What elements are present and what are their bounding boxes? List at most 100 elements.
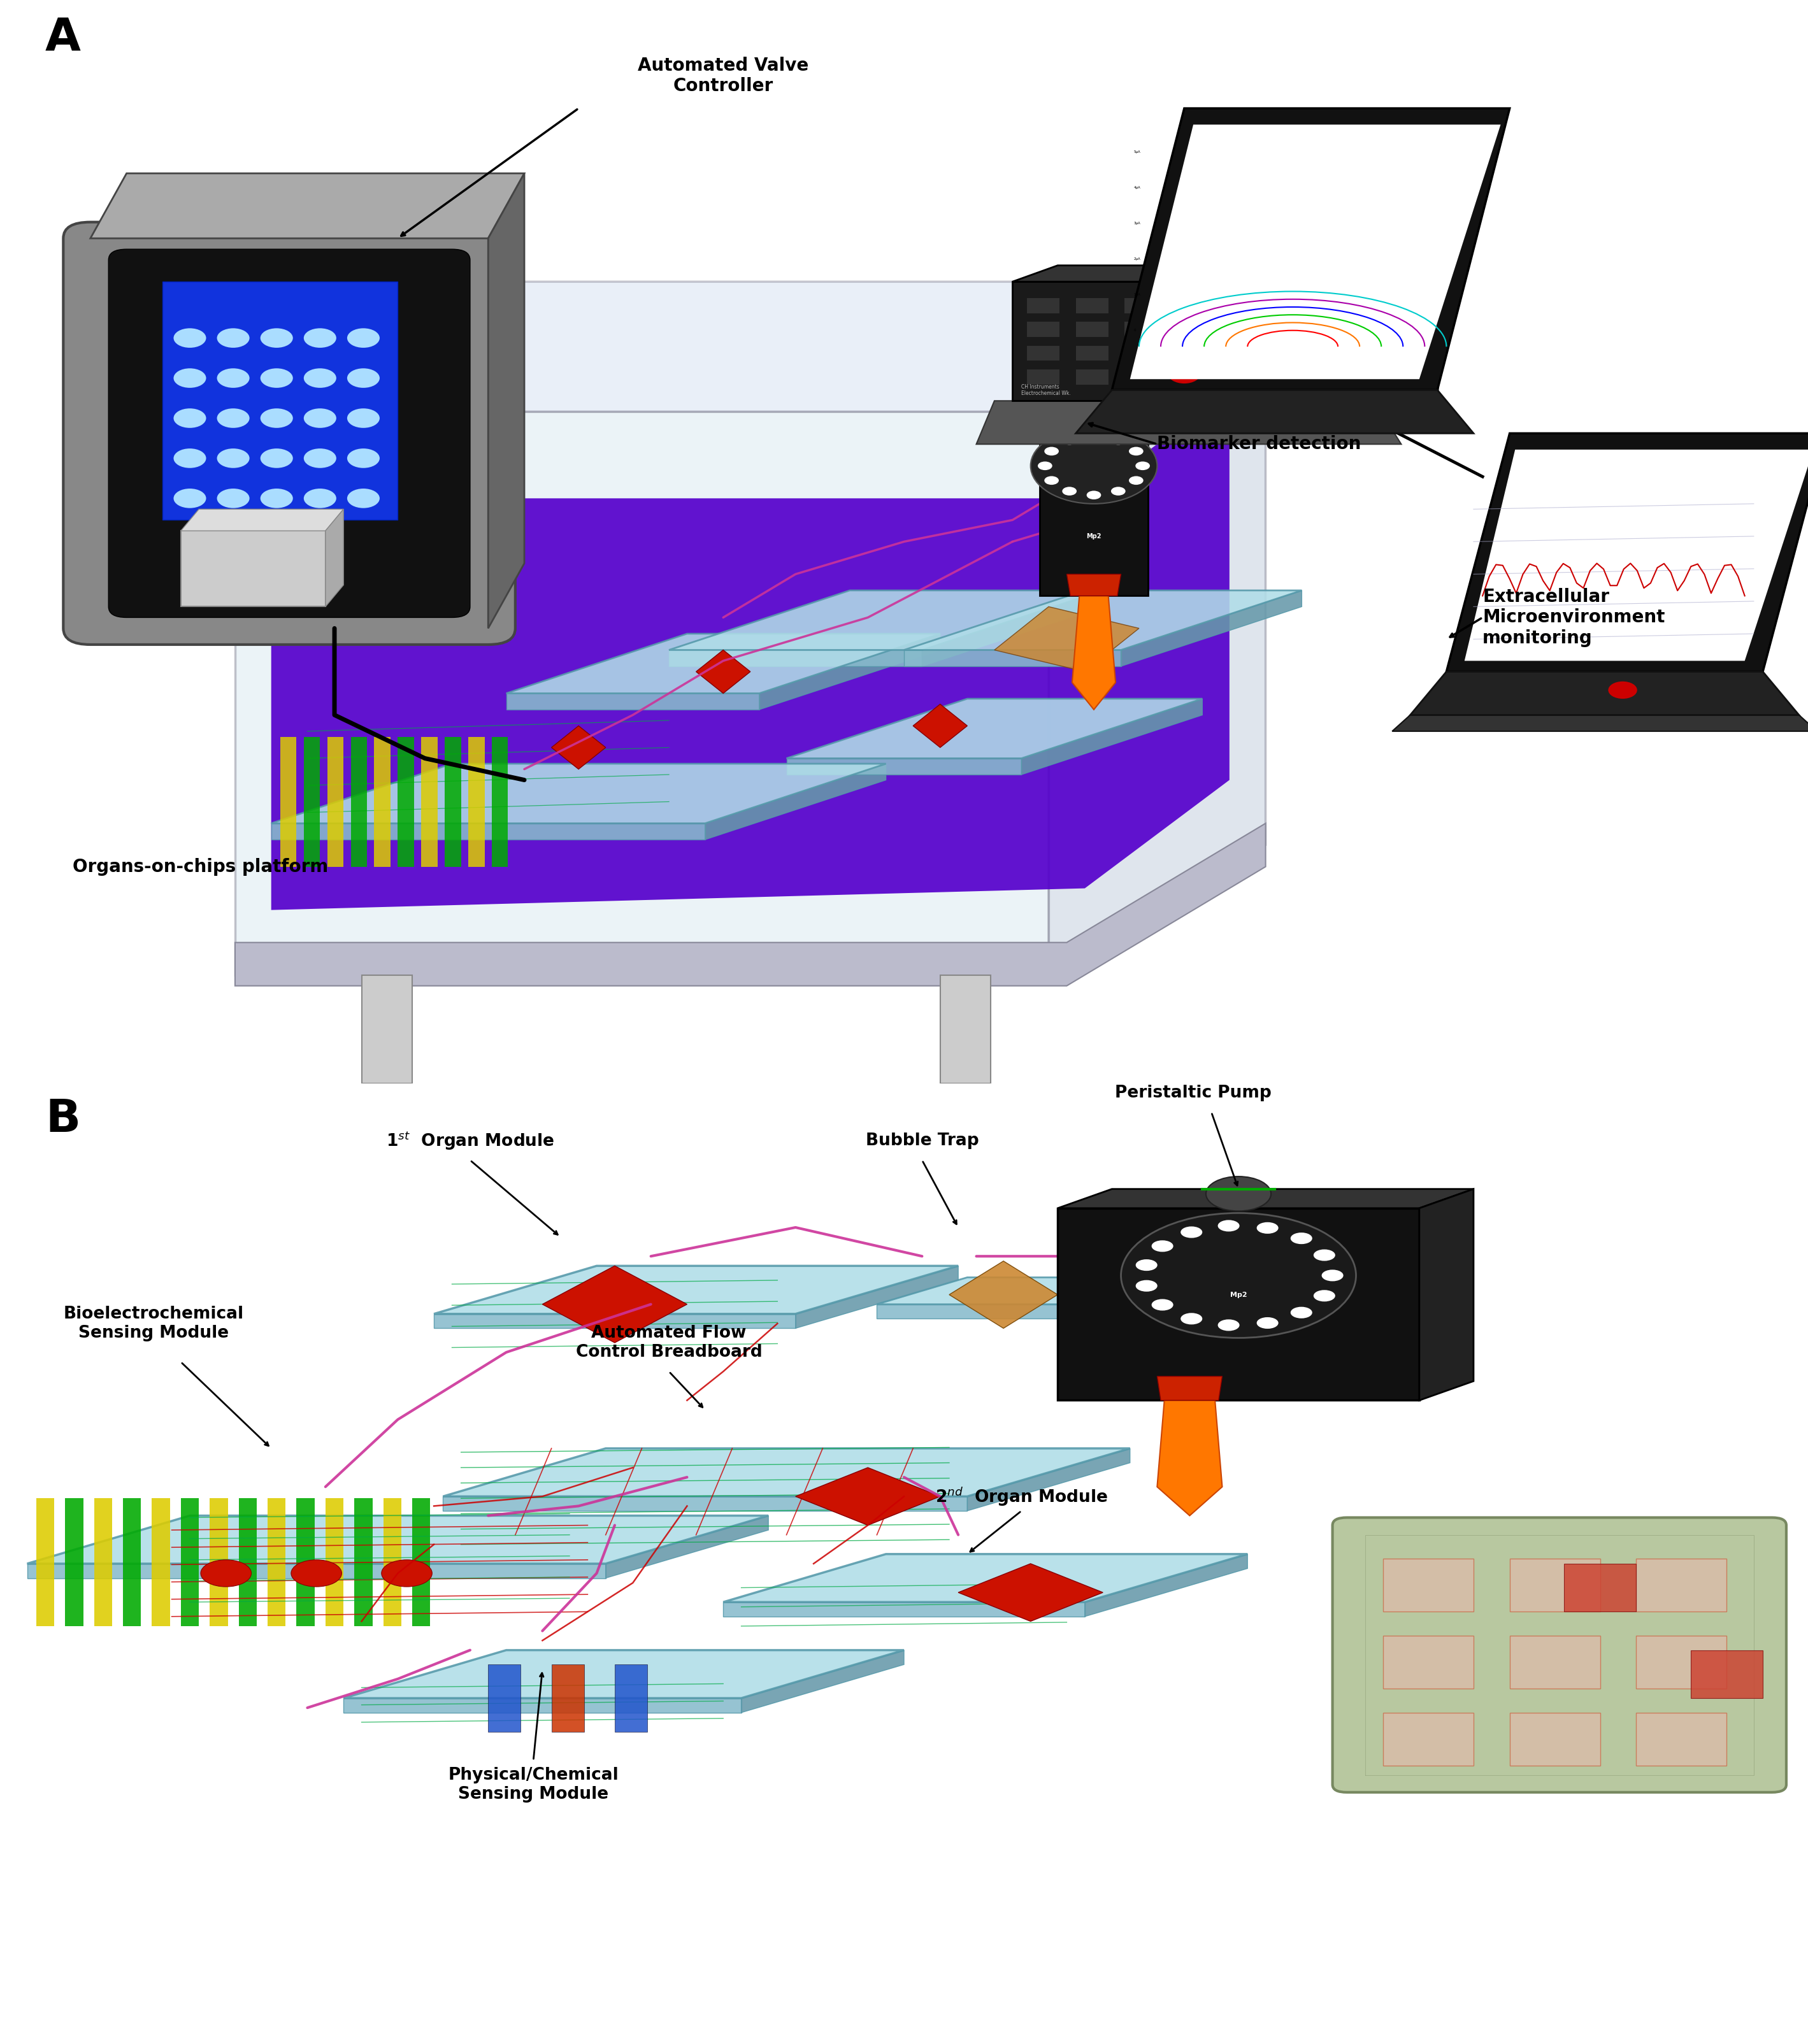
Bar	[1173, 321, 1206, 337]
Polygon shape	[443, 1449, 1130, 1496]
Circle shape	[304, 448, 336, 468]
Polygon shape	[235, 411, 1049, 975]
Bar	[1690, 1650, 1763, 1699]
Bar	[1027, 298, 1059, 313]
Text: Extracellular
Microenvironment
monitoring: Extracellular Microenvironment monitorin…	[1483, 589, 1665, 648]
Circle shape	[304, 329, 336, 347]
Bar	[1271, 321, 1304, 337]
Bar	[1125, 321, 1157, 337]
Polygon shape	[181, 509, 344, 531]
Polygon shape	[1121, 591, 1302, 666]
Circle shape	[1257, 1316, 1278, 1329]
Polygon shape	[606, 1517, 768, 1578]
Circle shape	[174, 368, 206, 388]
Circle shape	[381, 1560, 432, 1586]
Bar	[1510, 1713, 1600, 1766]
Text: 1µA: 1µA	[1134, 292, 1141, 296]
Bar	[1076, 321, 1108, 337]
Circle shape	[1135, 1280, 1157, 1292]
Text: CH Instruments
Electrochemical Wk.: CH Instruments Electrochemical Wk.	[1022, 384, 1070, 397]
Bar	[268, 1498, 286, 1627]
Text: 4µA: 4µA	[1134, 186, 1141, 188]
Circle shape	[260, 409, 293, 427]
Bar	[445, 736, 461, 867]
Bar	[383, 1498, 401, 1627]
Circle shape	[1061, 486, 1076, 495]
Polygon shape	[723, 1602, 1085, 1617]
Polygon shape	[1072, 597, 1116, 709]
Circle shape	[1168, 364, 1201, 384]
Polygon shape	[1157, 1376, 1222, 1400]
Circle shape	[217, 448, 250, 468]
Bar	[351, 736, 367, 867]
Circle shape	[1322, 1269, 1343, 1282]
Polygon shape	[1012, 282, 1356, 401]
Text: Mp2: Mp2	[1087, 533, 1101, 540]
Circle shape	[1291, 1233, 1313, 1245]
Text: B: B	[45, 1098, 80, 1143]
Bar	[615, 1664, 647, 1731]
Text: 2µA: 2µA	[1134, 258, 1141, 260]
Polygon shape	[181, 531, 325, 607]
Polygon shape	[1356, 266, 1401, 401]
Bar	[362, 975, 412, 1083]
Circle shape	[1257, 1222, 1278, 1235]
Polygon shape	[1040, 433, 1148, 597]
Bar	[94, 1498, 112, 1627]
Circle shape	[217, 409, 250, 427]
Bar	[1125, 370, 1157, 384]
Bar	[1636, 1560, 1727, 1611]
Bar	[1173, 370, 1206, 384]
Polygon shape	[913, 703, 967, 748]
Polygon shape	[488, 174, 524, 628]
Circle shape	[347, 448, 380, 468]
Polygon shape	[344, 1699, 741, 1713]
Polygon shape	[235, 282, 1266, 411]
Bar	[304, 736, 320, 867]
Polygon shape	[958, 1564, 1103, 1621]
Polygon shape	[542, 1265, 687, 1343]
Circle shape	[304, 489, 336, 509]
Bar	[1383, 1713, 1474, 1766]
Bar	[181, 1498, 199, 1627]
Polygon shape	[994, 607, 1139, 672]
Polygon shape	[27, 1517, 768, 1564]
Text: Biomarker detection: Biomarker detection	[1157, 435, 1361, 454]
Polygon shape	[325, 509, 344, 607]
Circle shape	[347, 489, 380, 509]
Polygon shape	[551, 726, 606, 769]
Circle shape	[1219, 1220, 1240, 1233]
Circle shape	[1152, 1241, 1173, 1251]
Polygon shape	[904, 591, 1302, 650]
Bar	[325, 1498, 344, 1627]
Text: 1$^{st}$  Organ Module: 1$^{st}$ Organ Module	[385, 1130, 555, 1151]
Circle shape	[1135, 462, 1150, 470]
Polygon shape	[434, 1314, 796, 1329]
Polygon shape	[163, 282, 398, 519]
Polygon shape	[1058, 1208, 1419, 1400]
Circle shape	[304, 409, 336, 427]
Circle shape	[174, 409, 206, 427]
Bar	[492, 736, 508, 867]
Text: 0: 0	[1134, 329, 1135, 331]
Text: Automated Valve
Controller: Automated Valve Controller	[638, 57, 808, 96]
Circle shape	[174, 448, 206, 468]
Polygon shape	[723, 1553, 1248, 1602]
Bar	[1403, 296, 1439, 305]
Circle shape	[174, 329, 206, 347]
Circle shape	[260, 489, 293, 509]
Polygon shape	[271, 764, 886, 824]
Polygon shape	[235, 824, 1266, 985]
Polygon shape	[271, 824, 705, 840]
Polygon shape	[1410, 672, 1799, 715]
Bar	[1403, 374, 1439, 382]
Circle shape	[217, 368, 250, 388]
Bar	[1076, 298, 1108, 313]
Bar	[1173, 345, 1206, 360]
Polygon shape	[922, 591, 1103, 666]
Polygon shape	[796, 1468, 940, 1525]
Bar	[1271, 345, 1304, 360]
Circle shape	[1087, 431, 1101, 442]
Bar	[1027, 370, 1059, 384]
Bar	[210, 1498, 228, 1627]
